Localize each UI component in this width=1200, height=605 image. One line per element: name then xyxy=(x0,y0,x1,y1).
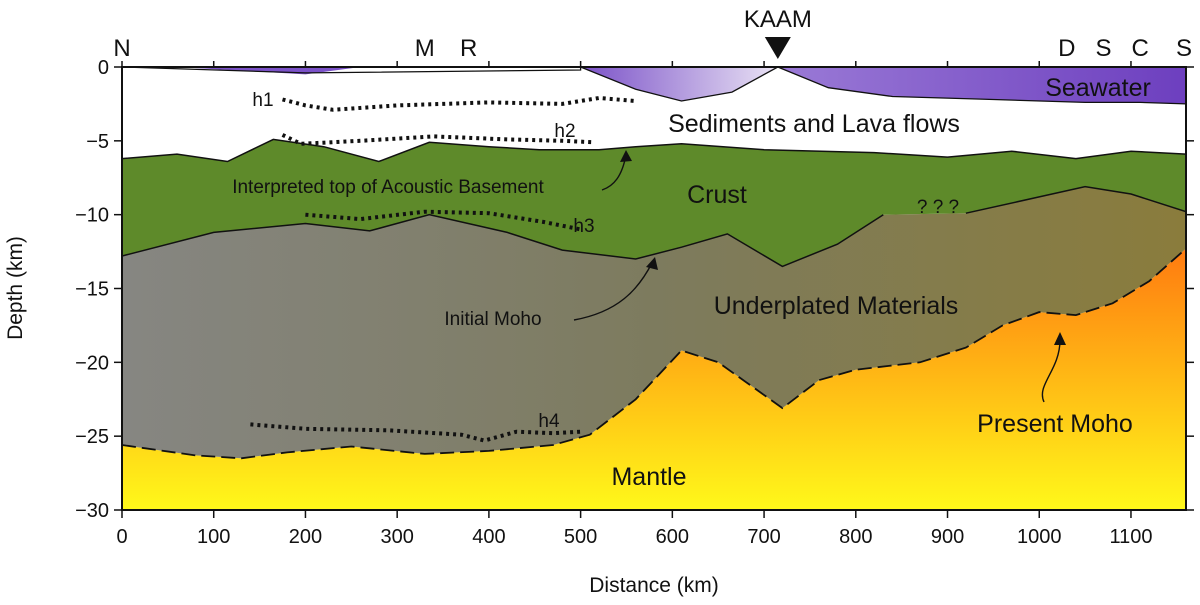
x-tick-label: 500 xyxy=(564,526,597,548)
present-moho-arrow-head xyxy=(1054,332,1066,345)
x-tick-label: 900 xyxy=(931,526,964,548)
unknown-annotation: ? ? ? xyxy=(917,197,959,218)
h4-label: h4 xyxy=(538,411,560,432)
top-label: C xyxy=(1131,35,1148,62)
x-tick-label: 300 xyxy=(380,526,413,548)
y-tick-label: −25 xyxy=(75,426,109,448)
present-moho-annotation: Present Moho xyxy=(977,410,1133,438)
x-tick-label: 0 xyxy=(116,526,127,548)
y-tick-label: 0 xyxy=(98,57,109,79)
y-tick-label: −15 xyxy=(75,279,109,301)
x-tick-label: 200 xyxy=(289,526,322,548)
initial-moho-line xyxy=(122,213,884,268)
underplated-region xyxy=(122,186,1186,459)
station-marker-icon xyxy=(764,37,791,59)
initial-moho-arrow-head xyxy=(646,257,658,270)
x-tick-label: 700 xyxy=(747,526,780,548)
top-label: S xyxy=(1095,35,1111,62)
x-tick-label: 1000 xyxy=(1017,526,1062,548)
horizon-h2 xyxy=(281,133,595,146)
horizon-h1 xyxy=(282,95,636,112)
acoustic-basement-line xyxy=(122,138,1186,163)
sediments-label: Sediments and Lava flows xyxy=(668,110,960,138)
top-label: S xyxy=(1176,35,1192,62)
x-tick-label: 1100 xyxy=(1109,526,1152,548)
x-tick-label: 100 xyxy=(197,526,230,548)
x-tick-label: 400 xyxy=(472,526,505,548)
x-axis-ticks: 0 100 200 300 400 500 600 700 800 900 1000 1100 xyxy=(116,61,1152,548)
h1-label: h1 xyxy=(252,90,273,111)
horizon-h3 xyxy=(305,209,581,232)
basement-arrow-head xyxy=(620,150,632,162)
crust-label: Crust xyxy=(687,181,747,209)
x-tick-label: 600 xyxy=(656,526,689,548)
initial-moho-annotation: Initial Moho xyxy=(444,309,541,330)
h3-label: h3 xyxy=(573,216,594,237)
station-label: KAAM xyxy=(744,6,812,33)
y-axis-ticks: 0 −5 −10 −15 −20 −25 −30 xyxy=(75,57,1194,522)
y-axis-title: Depth (km) xyxy=(4,236,27,340)
crust-region xyxy=(122,139,1186,267)
y-tick-label: −30 xyxy=(75,500,109,522)
top-label: R xyxy=(460,35,477,62)
y-tick-label: −5 xyxy=(86,131,109,153)
mantle-region xyxy=(122,248,1186,510)
initial-moho-arrow xyxy=(573,262,653,321)
underplated-label: Underplated Materials xyxy=(714,292,959,320)
seafloor-line xyxy=(122,67,1186,105)
seawater-label: Seawater xyxy=(1045,74,1151,102)
basement-annotation: Interpreted top of Acoustic Basement xyxy=(232,177,544,198)
mantle-label: Mantle xyxy=(611,463,686,491)
top-label: D xyxy=(1058,35,1075,62)
h2-label: h2 xyxy=(554,121,575,142)
x-tick-label: 800 xyxy=(839,526,872,548)
y-tick-label: −20 xyxy=(75,352,109,374)
y-tick-label: −10 xyxy=(75,205,109,227)
present-moho-line xyxy=(122,247,1186,460)
present-moho-arrow xyxy=(1041,339,1061,403)
x-axis-title: Distance (km) xyxy=(589,574,719,597)
top-label: N xyxy=(113,35,130,62)
initial-moho-east-line xyxy=(965,185,1186,214)
top-label: M xyxy=(415,35,435,62)
